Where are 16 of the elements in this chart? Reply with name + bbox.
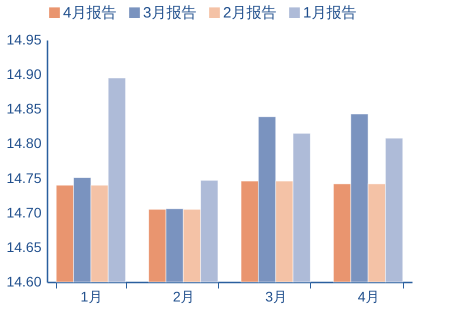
x-tick-label: 2月 — [172, 288, 195, 304]
x-tick-label: 4月 — [358, 288, 380, 304]
y-tick-label: 14.90 — [6, 66, 42, 82]
y-tick-label: 14.75 — [6, 170, 42, 186]
legend-label: 2月报告 — [223, 4, 276, 22]
y-tick-label: 14.65 — [6, 238, 42, 255]
x-tick-label: 1月 — [80, 288, 102, 304]
y-tick-label: 14.85 — [6, 100, 42, 117]
legend-label: 4月报告 — [63, 4, 116, 22]
y-tick-label: 14.95 — [6, 32, 42, 48]
x-tick-label: 3月 — [265, 288, 288, 304]
y-tick-label: 14.70 — [6, 204, 42, 220]
legend-label: 3月报告 — [143, 4, 196, 22]
y-tick-label: 14.60 — [6, 274, 42, 290]
legend-label: 1月报告 — [303, 4, 356, 22]
y-tick-label: 14.80 — [6, 135, 42, 152]
